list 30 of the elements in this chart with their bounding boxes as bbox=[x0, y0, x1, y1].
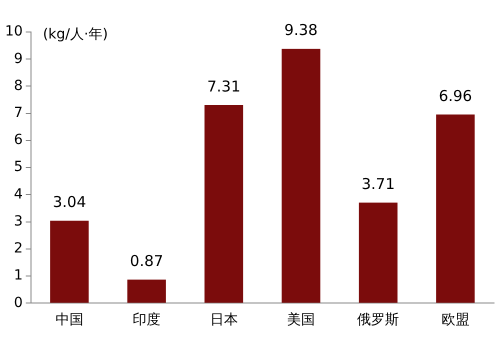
data-label: 6.96 bbox=[438, 86, 472, 105]
x-tick-label: 印度 bbox=[132, 312, 161, 328]
bar bbox=[127, 280, 166, 303]
x-tick-label: 欧盟 bbox=[441, 312, 470, 328]
bar bbox=[358, 202, 398, 303]
bar bbox=[50, 220, 89, 303]
x-tick-label: 俄罗斯 bbox=[357, 312, 400, 328]
x-tick-label: 日本 bbox=[210, 312, 238, 328]
y-tick-label: 8 bbox=[14, 78, 23, 94]
y-tick-label: 9 bbox=[14, 50, 23, 67]
y-tick-label: 10 bbox=[4, 24, 23, 40]
x-tick-label: 美国 bbox=[287, 312, 316, 328]
y-tick-label: 0 bbox=[14, 294, 23, 311]
y-tick-label: 3 bbox=[14, 213, 23, 230]
y-tick-label: 7 bbox=[14, 105, 23, 121]
data-label: 9.38 bbox=[284, 21, 318, 40]
y-tick-label: 5 bbox=[14, 159, 23, 176]
data-label: 3.71 bbox=[362, 174, 395, 193]
y-tick-label: 1 bbox=[14, 268, 23, 284]
y-tick-label: 4 bbox=[14, 186, 23, 202]
bar bbox=[282, 48, 320, 303]
bar bbox=[436, 114, 475, 303]
data-label: 0.87 bbox=[130, 252, 164, 270]
y-tick-label: 6 bbox=[14, 132, 23, 148]
data-label: 7.31 bbox=[207, 77, 241, 96]
data-label: 3.04 bbox=[52, 193, 86, 212]
y-axis-title: (kg/人·年) bbox=[42, 26, 108, 43]
x-tick-label: 中国 bbox=[55, 312, 84, 328]
bar bbox=[204, 104, 244, 303]
y-tick-label: 2 bbox=[14, 240, 23, 257]
